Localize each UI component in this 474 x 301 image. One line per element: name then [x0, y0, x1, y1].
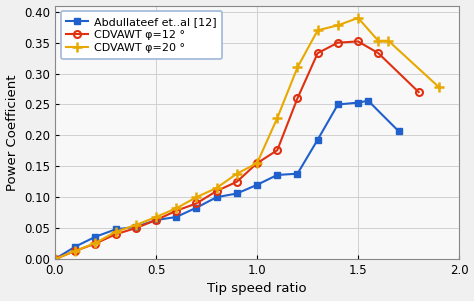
- CDVAWT φ=12 °: [234, 180, 240, 184]
- CDVAWT φ=12 °: [375, 51, 381, 55]
- Line: CDVAWT φ=20 °: CDVAWT φ=20 °: [50, 13, 444, 264]
- Abdullateef et..al [12]: [173, 215, 179, 219]
- Abdullateef et..al [12]: [133, 225, 139, 229]
- CDVAWT φ=20 °: [193, 195, 199, 199]
- Y-axis label: Power Coefficient: Power Coefficient: [6, 74, 18, 191]
- CDVAWT φ=12 °: [274, 148, 280, 152]
- Abdullateef et..al [12]: [396, 129, 401, 133]
- Abdullateef et..al [12]: [355, 101, 361, 104]
- Abdullateef et..al [12]: [214, 195, 219, 199]
- CDVAWT φ=20 °: [133, 223, 139, 227]
- CDVAWT φ=20 °: [254, 161, 260, 165]
- CDVAWT φ=12 °: [214, 189, 219, 193]
- CDVAWT φ=20 °: [375, 39, 381, 43]
- Abdullateef et..al [12]: [315, 138, 320, 141]
- CDVAWT φ=20 °: [73, 249, 78, 253]
- CDVAWT φ=20 °: [92, 241, 98, 245]
- CDVAWT φ=20 °: [214, 186, 219, 190]
- CDVAWT φ=20 °: [315, 29, 320, 32]
- CDVAWT φ=12 °: [173, 209, 179, 213]
- Abdullateef et..al [12]: [335, 103, 341, 106]
- Abdullateef et..al [12]: [113, 228, 118, 231]
- CDVAWT φ=12 °: [315, 51, 320, 55]
- CDVAWT φ=20 °: [234, 172, 240, 175]
- Line: Abdullateef et..al [12]: Abdullateef et..al [12]: [52, 98, 401, 262]
- CDVAWT φ=20 °: [113, 230, 118, 234]
- CDVAWT φ=12 °: [73, 249, 78, 253]
- CDVAWT φ=12 °: [335, 41, 341, 45]
- CDVAWT φ=20 °: [52, 257, 58, 261]
- Abdullateef et..al [12]: [92, 235, 98, 239]
- CDVAWT φ=20 °: [153, 215, 159, 219]
- CDVAWT φ=20 °: [385, 39, 391, 43]
- Legend: Abdullateef et..al [12], CDVAWT φ=12 °, CDVAWT φ=20 °: Abdullateef et..al [12], CDVAWT φ=12 °, …: [61, 11, 222, 59]
- Abdullateef et..al [12]: [234, 192, 240, 195]
- CDVAWT φ=12 °: [355, 40, 361, 43]
- CDVAWT φ=12 °: [295, 97, 301, 100]
- CDVAWT φ=12 °: [133, 226, 139, 230]
- CDVAWT φ=12 °: [416, 90, 421, 94]
- CDVAWT φ=12 °: [254, 161, 260, 165]
- CDVAWT φ=12 °: [92, 242, 98, 245]
- CDVAWT φ=20 °: [295, 66, 301, 69]
- Abdullateef et..al [12]: [254, 183, 260, 187]
- CDVAWT φ=12 °: [153, 218, 159, 222]
- Abdullateef et..al [12]: [153, 218, 159, 222]
- CDVAWT φ=20 °: [436, 85, 442, 89]
- CDVAWT φ=20 °: [335, 23, 341, 27]
- CDVAWT φ=20 °: [173, 206, 179, 210]
- CDVAWT φ=20 °: [274, 116, 280, 120]
- CDVAWT φ=12 °: [193, 202, 199, 205]
- CDVAWT φ=12 °: [52, 257, 58, 261]
- Abdullateef et..al [12]: [274, 173, 280, 177]
- Abdullateef et..al [12]: [73, 245, 78, 248]
- Abdullateef et..al [12]: [365, 99, 371, 103]
- Abdullateef et..al [12]: [52, 257, 58, 261]
- Abdullateef et..al [12]: [193, 206, 199, 209]
- CDVAWT φ=20 °: [355, 16, 361, 20]
- Line: CDVAWT φ=12 °: CDVAWT φ=12 °: [52, 38, 422, 262]
- Abdullateef et..al [12]: [295, 172, 301, 175]
- X-axis label: Tip speed ratio: Tip speed ratio: [207, 282, 307, 296]
- CDVAWT φ=12 °: [113, 232, 118, 236]
